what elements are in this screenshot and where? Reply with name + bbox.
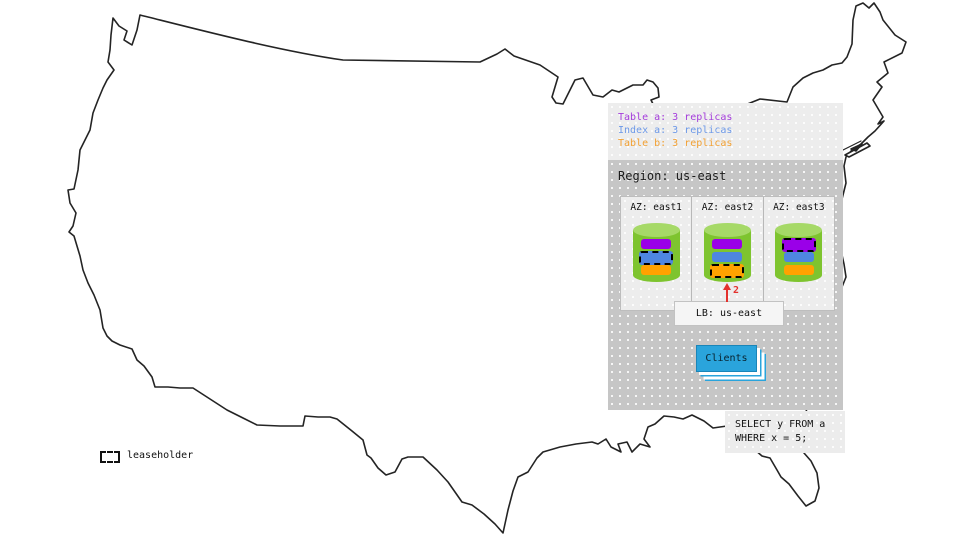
replica-bar-table-b-leaseholder bbox=[710, 264, 745, 278]
query-arrow-line bbox=[726, 289, 728, 302]
load-balancer-box: LB: us-east bbox=[674, 301, 784, 326]
replica-bar-index-a bbox=[783, 252, 814, 262]
long-island-sound-line bbox=[842, 140, 862, 151]
replica-bars bbox=[704, 239, 751, 278]
replica-legend: Table a: 3 replicas Index a: 3 replicas Ta… bbox=[608, 103, 843, 160]
replica-legend-item: Table a: 3 replicas bbox=[618, 112, 733, 123]
leaseholder-swatch-icon bbox=[100, 451, 120, 463]
replica-legend-item: Table b: 3 replicas bbox=[618, 138, 733, 149]
query-arrow-head-icon bbox=[723, 283, 731, 290]
database-cylinder-icon bbox=[703, 223, 751, 282]
query-arrow-label: 2 bbox=[733, 285, 740, 296]
cylinder-top bbox=[632, 223, 680, 237]
replica-bars bbox=[775, 238, 822, 278]
query-line-1: SELECT y FROM a bbox=[735, 419, 826, 430]
cylinder-top bbox=[775, 223, 823, 237]
query-box: SELECT y FROM a WHERE x = 5; bbox=[725, 411, 845, 453]
database-cylinder-icon bbox=[775, 223, 823, 282]
az-column: AZ: east3 bbox=[764, 197, 834, 310]
replica-bar-index-a-leaseholder bbox=[639, 251, 674, 265]
replica-bar-table-b bbox=[641, 265, 672, 275]
replica-bar-table-a-leaseholder bbox=[781, 238, 816, 252]
az-label: AZ: east2 bbox=[701, 202, 754, 213]
query-line-2: WHERE x = 5; bbox=[735, 433, 808, 444]
replica-bar-index-a bbox=[712, 252, 743, 262]
replica-bars bbox=[633, 239, 680, 278]
region-title: Region: us-east bbox=[618, 169, 727, 183]
long-island-arrow bbox=[850, 143, 863, 152]
az-column: AZ: east2 bbox=[692, 197, 764, 310]
replica-legend-item: Index a: 3 replicas bbox=[618, 125, 733, 136]
replica-bar-table-a bbox=[712, 239, 743, 249]
az-label: AZ: east1 bbox=[630, 202, 682, 213]
cylinder-top bbox=[703, 223, 751, 237]
replica-bar-table-b bbox=[783, 265, 814, 275]
database-cylinder-icon bbox=[632, 223, 680, 282]
az-column: AZ: east1 bbox=[621, 197, 693, 310]
az-label: AZ: east3 bbox=[773, 202, 825, 213]
leaseholder-legend-label: leaseholder bbox=[127, 450, 194, 461]
replica-bar-table-a bbox=[641, 239, 672, 249]
clients-box: Clients bbox=[696, 345, 757, 372]
